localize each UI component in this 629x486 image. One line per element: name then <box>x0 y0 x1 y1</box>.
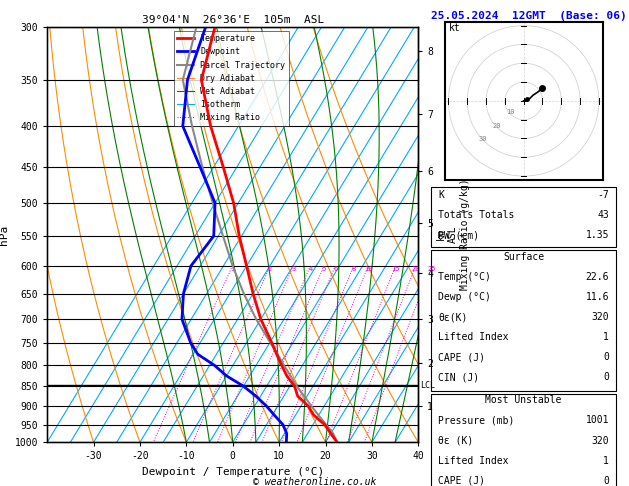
Text: 320: 320 <box>591 312 609 322</box>
Text: 1: 1 <box>603 456 609 466</box>
Text: Totals Totals: Totals Totals <box>438 210 515 220</box>
Title: 39°04'N  26°36'E  105m  ASL: 39°04'N 26°36'E 105m ASL <box>142 15 324 25</box>
Text: 20: 20 <box>411 266 420 272</box>
Text: Temp (°C): Temp (°C) <box>438 272 491 282</box>
Text: © weatheronline.co.uk: © weatheronline.co.uk <box>253 477 376 486</box>
Text: 320: 320 <box>591 435 609 446</box>
Text: 10: 10 <box>506 109 515 115</box>
Bar <box>431 394 616 486</box>
Text: 25: 25 <box>427 266 436 272</box>
Text: kt: kt <box>448 23 460 33</box>
Text: 1: 1 <box>230 266 235 272</box>
Text: CIN (J): CIN (J) <box>438 372 479 382</box>
Text: CAPE (J): CAPE (J) <box>438 476 486 486</box>
Text: Most Unstable: Most Unstable <box>486 395 562 405</box>
Text: 20: 20 <box>493 123 501 129</box>
Text: 10: 10 <box>364 266 372 272</box>
Text: -7: -7 <box>598 190 609 200</box>
Text: Pressure (mb): Pressure (mb) <box>438 416 515 425</box>
Text: θε(K): θε(K) <box>438 312 468 322</box>
Text: 3: 3 <box>291 266 296 272</box>
Text: 11.6: 11.6 <box>586 292 609 302</box>
Legend: Temperature, Dewpoint, Parcel Trajectory, Dry Adiabat, Wet Adiabat, Isotherm, Mi: Temperature, Dewpoint, Parcel Trajectory… <box>174 31 289 125</box>
Text: 43: 43 <box>598 210 609 220</box>
Text: 1001: 1001 <box>586 416 609 425</box>
Y-axis label: km
ASL: km ASL <box>436 226 457 243</box>
Text: 8: 8 <box>352 266 356 272</box>
Text: 25.05.2024  12GMT  (Base: 06): 25.05.2024 12GMT (Base: 06) <box>431 11 626 21</box>
Text: LCL: LCL <box>420 381 435 390</box>
Text: 1.35: 1.35 <box>586 230 609 240</box>
Text: 2: 2 <box>268 266 272 272</box>
Text: 30: 30 <box>479 137 487 142</box>
Text: 4: 4 <box>308 266 313 272</box>
Text: 0: 0 <box>603 352 609 362</box>
Y-axis label: hPa: hPa <box>0 225 9 244</box>
Bar <box>431 250 616 391</box>
Text: 22.6: 22.6 <box>586 272 609 282</box>
Text: 0: 0 <box>603 372 609 382</box>
Text: 15: 15 <box>391 266 400 272</box>
Text: θε (K): θε (K) <box>438 435 474 446</box>
Y-axis label: Mixing Ratio (g/kg): Mixing Ratio (g/kg) <box>460 179 470 290</box>
Text: Dewp (°C): Dewp (°C) <box>438 292 491 302</box>
Text: CAPE (J): CAPE (J) <box>438 352 486 362</box>
Text: 6: 6 <box>333 266 337 272</box>
Text: 1: 1 <box>603 332 609 342</box>
Text: Surface: Surface <box>503 252 544 261</box>
Text: PW (cm): PW (cm) <box>438 230 479 240</box>
Text: Lifted Index: Lifted Index <box>438 332 509 342</box>
Text: 5: 5 <box>322 266 326 272</box>
Bar <box>431 187 616 247</box>
Text: 0: 0 <box>603 476 609 486</box>
X-axis label: Dewpoint / Temperature (°C): Dewpoint / Temperature (°C) <box>142 467 324 477</box>
Text: Lifted Index: Lifted Index <box>438 456 509 466</box>
Text: K: K <box>438 190 444 200</box>
